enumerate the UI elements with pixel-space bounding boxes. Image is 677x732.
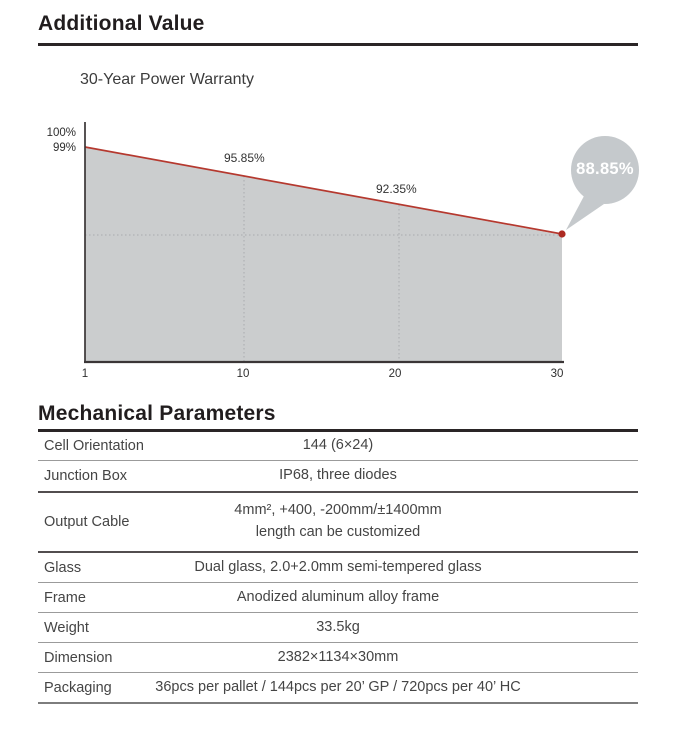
y-label-99: 99% <box>52 142 76 154</box>
point-label-year20: 92.35% <box>376 182 417 196</box>
row-value-line1: 4mm², +400, -200mm/±1400mm <box>234 502 442 519</box>
row-label: Packaging <box>44 679 112 696</box>
table-row-cell-orientation: Cell Orientation 144 (6×24) <box>38 431 638 461</box>
warranty-area <box>85 147 562 361</box>
row-value: IP68, three diodes <box>279 467 397 484</box>
row-label: Junction Box <box>44 468 128 484</box>
row-label: Glass <box>44 559 82 576</box>
point-label-year10: 95.85% <box>224 151 265 165</box>
y-label-100: 100% <box>46 127 76 139</box>
x-tick-20: 20 <box>388 368 402 380</box>
row-value-line2: length can be customized <box>255 524 421 540</box>
x-tick-10: 10 <box>236 368 250 380</box>
row-label: Dimension <box>44 649 113 666</box>
x-tick-30: 30 <box>550 368 564 380</box>
table-row-weight: Weight 33.5kg <box>38 613 638 643</box>
point-label-year30: 88.85% <box>576 160 634 178</box>
row-label: Frame <box>44 589 86 606</box>
mechanical-parameters-table: Cell Orientation 144 (6×24) Junction Box… <box>38 431 638 704</box>
heading-rule-2 <box>38 429 638 432</box>
endpoint-dot <box>558 230 566 238</box>
row-label: Cell Orientation <box>44 437 144 454</box>
additional-value-heading: Additional Value <box>38 12 205 35</box>
row-label: Output Cable <box>44 514 130 530</box>
x-tick-1: 1 <box>81 368 89 380</box>
row-value: 2382×1134×30mm <box>277 648 399 665</box>
warranty-line <box>84 146 563 235</box>
row-value: 144 (6×24) <box>302 436 374 453</box>
row-label: Weight <box>44 619 89 636</box>
row-value: Anodized aluminum alloy frame <box>236 588 440 605</box>
mechanical-parameters-heading: Mechanical Parameters <box>38 402 276 425</box>
heading-rule <box>38 43 638 46</box>
bubble-tail <box>566 196 604 230</box>
table-row-glass: Glass Dual glass, 2.0+2.0mm semi-tempere… <box>38 553 638 583</box>
table-row-dimension: Dimension 2382×1134×30mm <box>38 643 638 673</box>
table-row-junction-box: Junction Box IP68, three diodes <box>38 461 638 493</box>
table-row-frame: Frame Anodized aluminum alloy frame <box>38 583 638 613</box>
table-row-packaging: Packaging 36pcs per pallet / 144pcs per … <box>38 673 638 704</box>
table-row-output-cable: Output Cable 4mm², +400, -200mm/±1400mm … <box>38 493 638 553</box>
row-value: Dual glass, 2.0+2.0mm semi-tempered glas… <box>194 558 482 575</box>
warranty-chart-title: 30-Year Power Warranty <box>80 71 254 88</box>
row-value: 33.5kg <box>316 618 360 635</box>
row-value: 4mm², +400, -200mm/±1400mm length can be… <box>38 500 638 544</box>
bubble-circle <box>571 136 639 204</box>
row-value: 36pcs per pallet / 144pcs per 20’ GP / 7… <box>155 678 521 695</box>
